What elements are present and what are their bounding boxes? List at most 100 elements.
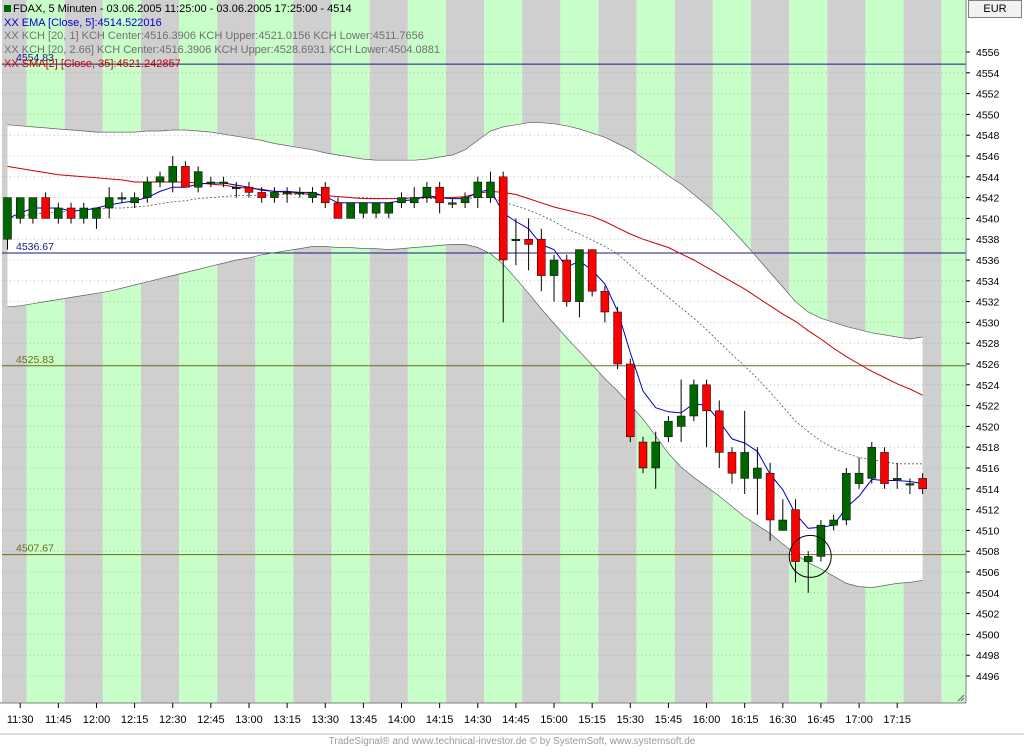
price-tick-label: 4528: [976, 338, 1000, 350]
candle-body: [206, 181, 216, 184]
price-tick-label: 4520: [976, 421, 1000, 433]
price-tick-label: 4502: [976, 609, 1000, 621]
candle-body: [702, 384, 711, 412]
candle-body: [308, 192, 317, 198]
price-tick-label: 4530: [976, 317, 1000, 329]
time-stripe: [407, 0, 446, 703]
chart-title-legend: FDAX, 5 Minuten - 03.06.2005 11:25:00 - …: [4, 3, 352, 16]
candle-body: [880, 452, 889, 484]
candle-body: [575, 249, 584, 302]
level-label: 4536.67: [16, 241, 54, 253]
candle-body: [842, 472, 851, 521]
price-tick-label: 4500: [976, 629, 1000, 641]
candle-body: [104, 197, 114, 209]
candle-body: [155, 176, 165, 183]
candle-body: [854, 472, 864, 484]
candle-body: [15, 197, 25, 219]
time-tick-label: 11:45: [45, 714, 72, 726]
candle-body: [3, 197, 12, 240]
price-tick-label: 4542: [976, 193, 1000, 205]
time-stripe: [217, 0, 256, 703]
time-stripe: [941, 0, 966, 703]
legend-ema: XX EMA [Close, 5]:4514.522016: [4, 17, 162, 29]
candle-body: [28, 197, 38, 219]
candle-body: [66, 207, 76, 219]
time-tick-label: 12:00: [83, 714, 111, 726]
candle-body: [92, 207, 101, 219]
price-tick-label: 4510: [976, 525, 1000, 537]
candle-body: [753, 467, 762, 479]
copyright-text: TradeSignal® and www.technical-investor.…: [328, 736, 696, 747]
candle-body: [244, 186, 254, 193]
price-tick-label: 4540: [976, 213, 1000, 225]
price-tick-label: 4544: [976, 172, 1000, 184]
time-tick-label: 16:45: [807, 714, 835, 726]
candle-body: [397, 197, 406, 204]
time-stripe: [445, 0, 485, 703]
time-stripe: [293, 0, 332, 703]
candle-body: [905, 483, 915, 486]
candle-body: [143, 181, 152, 198]
currency-label: EUR: [968, 0, 1022, 18]
price-tick-label: 4504: [976, 588, 1000, 600]
time-axis-panel: [0, 703, 1024, 749]
price-tick-label: 4556: [976, 47, 1000, 59]
keltner-upper-line: [7, 122, 923, 340]
time-tick-label: 16:00: [693, 714, 721, 726]
candle-body: [727, 452, 737, 474]
price-tick-label: 4512: [976, 505, 1000, 517]
candle-body: [524, 238, 533, 245]
price-tick-label: 4532: [976, 297, 1000, 309]
time-tick-label: 14:00: [388, 714, 416, 726]
candle-body: [549, 259, 559, 276]
level-label: 4554.83: [16, 52, 54, 64]
candle-body: [651, 441, 660, 469]
time-tick-label: 13:00: [235, 714, 263, 726]
candle-body: [638, 441, 648, 469]
time-tick-label: 17:15: [883, 714, 911, 726]
candle-body: [626, 363, 635, 438]
time-tick-label: 14:15: [426, 714, 454, 726]
candle-body: [117, 197, 127, 200]
candle-body: [181, 166, 190, 188]
time-tick-label: 16:30: [769, 714, 797, 726]
time-tick-label: 15:45: [655, 714, 683, 726]
time-tick-label: 12:15: [121, 714, 149, 726]
candle-body: [600, 290, 610, 313]
time-tick-label: 15:30: [617, 714, 645, 726]
time-tick-label: 15:00: [540, 714, 568, 726]
price-tick-label: 4550: [976, 109, 1000, 121]
legend-kch-1: XX KCH [20, 1] KCH Center:4516.3906 KCH …: [4, 30, 424, 42]
candle-body: [333, 202, 343, 219]
time-tick-label: 14:30: [464, 714, 492, 726]
time-tick-label: 15:15: [578, 714, 606, 726]
price-tick-label: 4518: [976, 442, 1000, 454]
candle-body: [498, 176, 508, 261]
price-tick-label: 4522: [976, 401, 1000, 413]
candle-body: [867, 446, 877, 479]
keltner-channel-fill: [7, 122, 923, 588]
candle-body: [270, 192, 279, 198]
time-stripe: [140, 0, 180, 703]
candle-body: [460, 197, 470, 204]
candle-body: [409, 197, 419, 204]
candle-body: [537, 238, 546, 276]
candle-body: [587, 249, 597, 292]
candle-body: [791, 509, 800, 562]
time-stripe: [369, 0, 408, 703]
price-tick-label: 4524: [976, 380, 1000, 392]
price-tick-label: 4514: [976, 484, 1000, 496]
candle-body: [562, 259, 571, 302]
candle-body: [676, 415, 686, 427]
legend-kch-2: XX KCH [20, 2.66] KCH Center:4516.3906 K…: [4, 44, 440, 56]
time-tick-label: 14:45: [502, 714, 530, 726]
series-square-icon: [4, 5, 11, 12]
candle-body: [918, 478, 927, 490]
candle-body: [219, 181, 228, 184]
legend-sma: XX SMA[2] [Close, 35]:4521.242857: [4, 58, 181, 70]
time-stripe: [64, 0, 103, 703]
time-stripe: [26, 0, 65, 703]
candle-body: [473, 181, 483, 198]
price-tick-label: 4536: [976, 255, 1000, 267]
